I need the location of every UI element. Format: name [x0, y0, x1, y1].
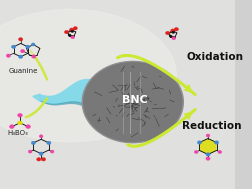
Circle shape — [73, 27, 77, 30]
Polygon shape — [26, 44, 40, 55]
Circle shape — [26, 45, 30, 49]
Circle shape — [39, 152, 43, 155]
Circle shape — [206, 157, 210, 160]
Ellipse shape — [0, 9, 176, 142]
Circle shape — [11, 45, 16, 49]
Circle shape — [26, 125, 30, 129]
Circle shape — [71, 30, 74, 33]
Circle shape — [172, 37, 176, 40]
Circle shape — [6, 54, 11, 57]
Circle shape — [174, 28, 178, 31]
Circle shape — [171, 29, 175, 32]
Polygon shape — [200, 139, 216, 154]
Circle shape — [166, 31, 170, 35]
Polygon shape — [33, 94, 40, 101]
Circle shape — [41, 158, 46, 161]
Circle shape — [18, 121, 22, 125]
Circle shape — [84, 63, 182, 142]
Circle shape — [31, 43, 35, 46]
Circle shape — [218, 150, 222, 153]
Circle shape — [197, 141, 202, 144]
Polygon shape — [40, 79, 108, 115]
Circle shape — [169, 35, 172, 37]
Circle shape — [10, 125, 14, 129]
Circle shape — [214, 141, 219, 144]
Text: H₃BO₃: H₃BO₃ — [7, 130, 28, 136]
Circle shape — [39, 135, 43, 138]
Circle shape — [50, 150, 54, 153]
Circle shape — [37, 158, 41, 161]
Text: BNC: BNC — [122, 95, 148, 105]
Polygon shape — [14, 43, 28, 57]
Circle shape — [47, 141, 51, 145]
Circle shape — [194, 150, 198, 153]
Circle shape — [18, 113, 22, 117]
Circle shape — [19, 55, 23, 58]
Circle shape — [31, 141, 36, 145]
Circle shape — [71, 36, 75, 39]
Circle shape — [206, 134, 210, 137]
Circle shape — [28, 150, 32, 153]
Text: Reduction: Reduction — [182, 121, 242, 131]
Text: Oxidation: Oxidation — [187, 52, 244, 62]
Circle shape — [82, 61, 183, 143]
Circle shape — [70, 28, 74, 31]
Circle shape — [65, 30, 69, 34]
Text: Guanine: Guanine — [8, 68, 38, 74]
Circle shape — [32, 55, 36, 58]
Circle shape — [19, 38, 23, 41]
Circle shape — [172, 31, 175, 33]
Circle shape — [20, 49, 25, 53]
Polygon shape — [40, 100, 108, 119]
Circle shape — [206, 153, 210, 156]
Circle shape — [68, 34, 71, 36]
